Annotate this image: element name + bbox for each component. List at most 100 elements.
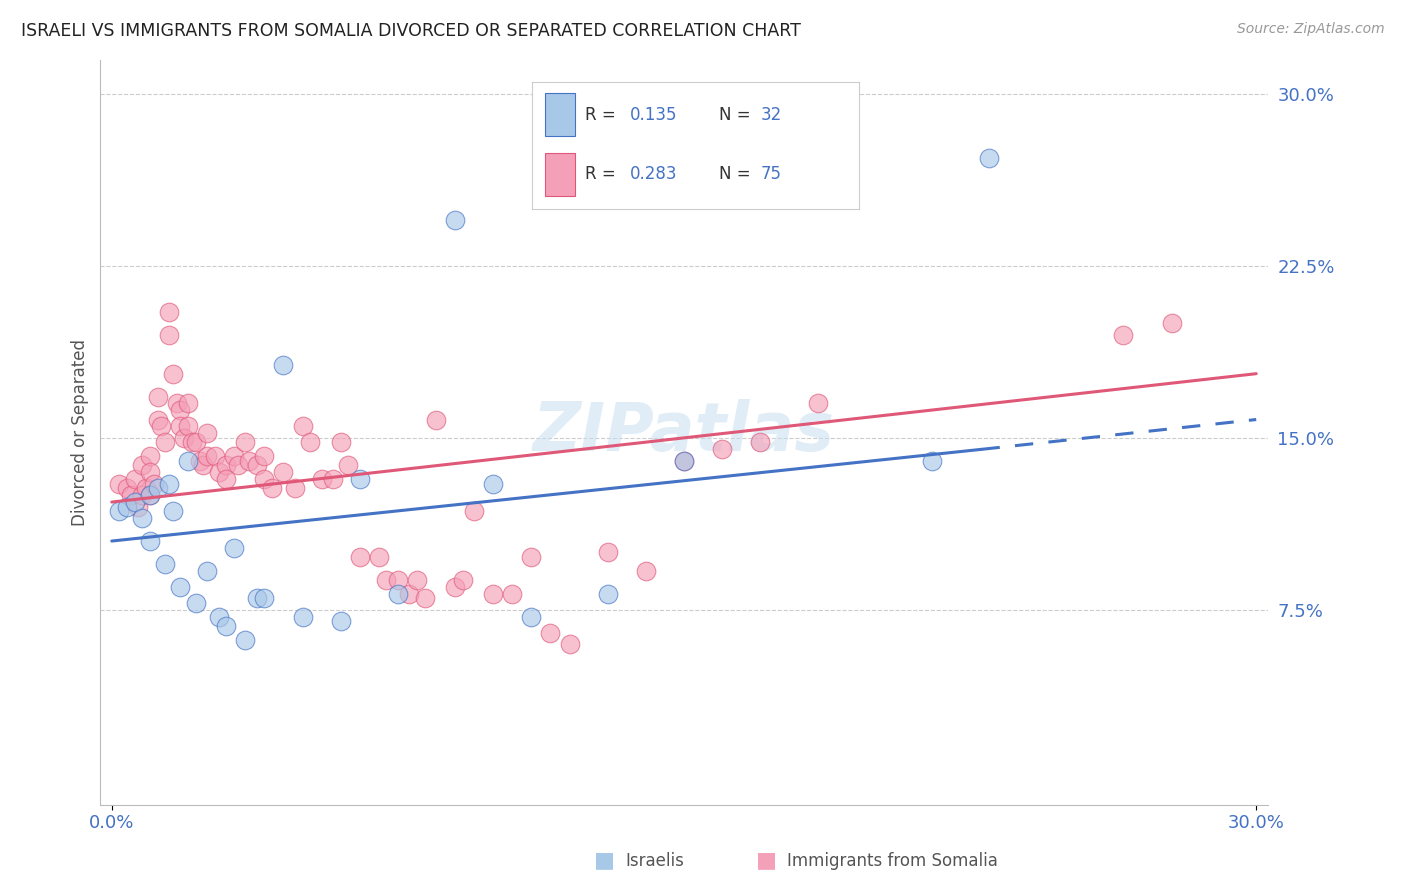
Point (193, 458, 215, 473)
Point (329, 614, 352, 628)
Point (169, 403, 191, 417)
Point (284, 481, 307, 495)
Point (337, 458, 360, 473)
Y-axis label: Divorced or Separated: Divorced or Separated (72, 339, 89, 525)
Point (195, 426, 218, 441)
Point (195, 449, 218, 463)
Point (142, 476, 165, 491)
Point (180, 435, 202, 450)
Point (540, 625, 562, 640)
Point (291, 609, 314, 624)
Point (558, 637, 581, 651)
Point (153, 435, 176, 450)
Point (367, 550, 389, 565)
Point (124, 495, 146, 509)
Point (1112, 327, 1135, 342)
Point (238, 454, 260, 468)
Point (184, 596, 207, 610)
Point (387, 573, 409, 587)
Point (215, 619, 238, 633)
Point (273, 465, 295, 479)
Point (253, 472, 276, 486)
Point (482, 476, 505, 491)
Point (349, 472, 371, 486)
Point (226, 458, 249, 473)
Point (177, 419, 200, 434)
Point (520, 609, 543, 624)
Point (246, 591, 269, 606)
Point (184, 435, 207, 450)
Point (204, 449, 226, 463)
Point (188, 454, 211, 468)
Point (215, 472, 238, 486)
Point (482, 587, 505, 601)
Point (413, 591, 436, 606)
Point (115, 481, 138, 495)
Point (177, 396, 200, 410)
Point (711, 442, 734, 457)
Point (108, 476, 131, 491)
Point (162, 367, 184, 381)
Point (634, 564, 657, 578)
Point (406, 573, 429, 587)
Point (157, 327, 180, 342)
Point (387, 587, 409, 601)
Point (233, 435, 256, 450)
Text: ■: ■ (595, 850, 614, 870)
Point (139, 488, 162, 502)
Point (215, 458, 238, 473)
Point (672, 454, 695, 468)
Point (246, 458, 269, 473)
Point (273, 358, 295, 372)
Point (169, 419, 191, 434)
Point (146, 390, 169, 404)
Point (162, 504, 184, 518)
Point (135, 481, 157, 495)
Point (311, 472, 333, 486)
Point (596, 545, 619, 559)
Point (291, 419, 314, 434)
Point (139, 465, 162, 479)
Point (139, 534, 162, 549)
Text: Source: ZipAtlas.com: Source: ZipAtlas.com (1237, 22, 1385, 37)
Point (520, 550, 543, 565)
Point (329, 435, 352, 450)
Point (124, 472, 146, 486)
Point (153, 557, 176, 571)
Point (207, 609, 229, 624)
Text: ■: ■ (756, 850, 776, 870)
Point (131, 488, 153, 502)
Point (806, 396, 828, 410)
Text: Israelis: Israelis (626, 852, 685, 870)
Point (253, 449, 276, 463)
Point (233, 632, 256, 647)
Point (444, 580, 467, 594)
Point (398, 587, 420, 601)
Point (596, 587, 619, 601)
Point (349, 550, 371, 565)
Point (177, 454, 200, 468)
Point (749, 435, 772, 450)
Point (131, 458, 153, 473)
Point (157, 476, 180, 491)
Point (1161, 316, 1184, 330)
Point (169, 580, 191, 594)
Text: ZIPatlas: ZIPatlas (533, 399, 835, 465)
Point (260, 481, 283, 495)
Point (299, 435, 322, 450)
Point (146, 412, 169, 426)
Point (207, 465, 229, 479)
Point (451, 573, 474, 587)
Point (157, 305, 180, 319)
Point (166, 396, 188, 410)
Point (253, 591, 276, 606)
Point (222, 449, 245, 463)
Point (139, 488, 162, 502)
Point (108, 504, 131, 518)
Point (195, 564, 218, 578)
Point (131, 511, 153, 525)
Point (222, 541, 245, 555)
Point (139, 449, 162, 463)
Point (425, 412, 447, 426)
Point (921, 454, 943, 468)
